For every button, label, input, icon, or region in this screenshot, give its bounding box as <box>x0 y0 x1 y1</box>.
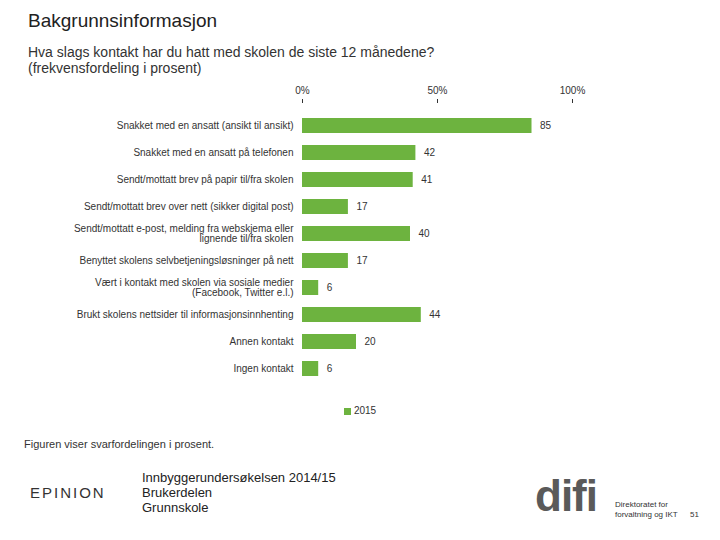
svg-text:17: 17 <box>356 201 368 212</box>
svg-text:Ingen kontakt: Ingen kontakt <box>233 363 293 374</box>
svg-text:Sendt/mottatt e-post, melding: Sendt/mottatt e-post, melding fra webskj… <box>74 223 294 244</box>
svg-text:Sendt/mottatt brev over nett (: Sendt/mottatt brev over nett (sikker dig… <box>84 201 294 212</box>
svg-text:40: 40 <box>419 228 431 239</box>
html-text:Bakgrunnsinformasjon: Bakgrunnsinformasjon <box>28 10 217 31</box>
html-text:Brukerdelen: Brukerdelen <box>142 485 213 500</box>
svg-text:100%: 100% <box>560 85 586 96</box>
svg-text:Vært i kontakt med skolen via: Vært i kontakt med skolen via sosiale me… <box>95 277 294 298</box>
svg-text:44: 44 <box>429 309 441 320</box>
svg-text:0%: 0% <box>295 85 310 96</box>
svg-text:Brukt skolens nettsider til in: Brukt skolens nettsider til informasjons… <box>77 309 294 320</box>
html-text:difi: difi <box>535 471 597 520</box>
html-text:Hva slags kontakt har du hatt: Hva slags kontakt har du hatt med skolen… <box>28 44 435 76</box>
svg-text:41: 41 <box>421 174 433 185</box>
html-text:Grunnskole: Grunnskole <box>142 500 209 515</box>
html-text:Direktoratet for: Direktoratet for <box>615 500 668 509</box>
svg-text:Sendt/mottatt brev på papir ti: Sendt/mottatt brev på papir til/fra skol… <box>117 174 294 185</box>
svg-text:6: 6 <box>327 282 333 293</box>
svg-text:Snakket med en ansatt (ansikt: Snakket med en ansatt (ansikt til ansikt… <box>117 120 294 131</box>
html-text:Figuren viser svarfordelingen: Figuren viser svarfordelingen i prosent. <box>24 438 215 450</box>
html-text:2015: 2015 <box>353 405 377 416</box>
svg-text:20: 20 <box>365 336 377 347</box>
html-text:51: 51 <box>690 510 699 519</box>
html-text:forvaltning og IKT: forvaltning og IKT <box>615 510 678 519</box>
svg-text:6: 6 <box>327 363 333 374</box>
html-text:Innbyggerundersøkelsen 2014/15: Innbyggerundersøkelsen 2014/15 <box>142 470 336 485</box>
svg-text:Snakket med en ansatt på telef: Snakket med en ansatt på telefonen <box>133 147 293 158</box>
svg-text:Benyttet skolens selvbetjening: Benyttet skolens selvbetjeningsløsninger… <box>79 255 293 266</box>
svg-text:42: 42 <box>424 147 436 158</box>
html-text:EPINION: EPINION <box>30 484 106 501</box>
svg-text:17: 17 <box>356 255 368 266</box>
svg-text:85: 85 <box>540 120 552 131</box>
svg-text:50%: 50% <box>427 85 447 96</box>
svg-text:Annen kontakt: Annen kontakt <box>230 336 294 347</box>
